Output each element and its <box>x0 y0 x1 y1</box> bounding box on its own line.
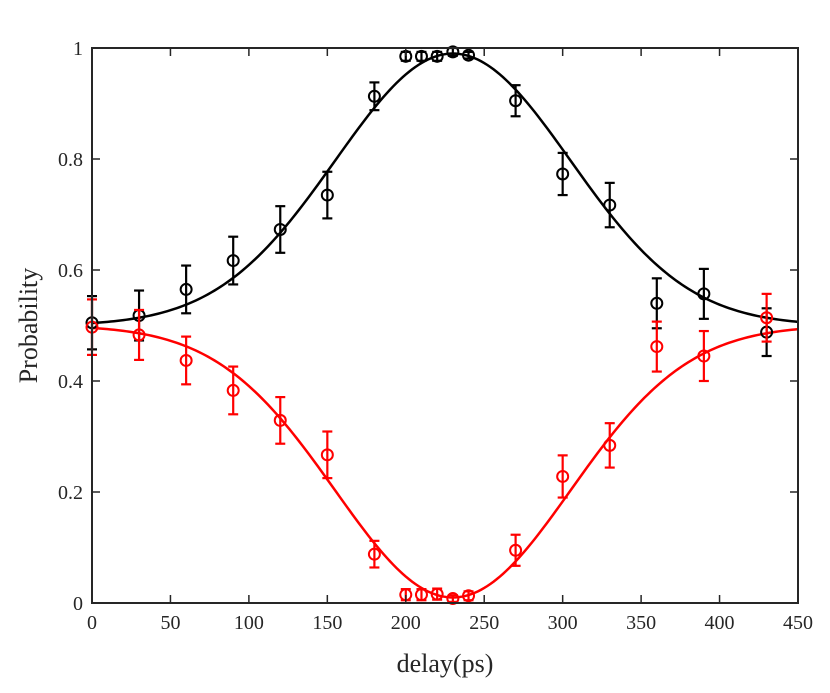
y-tick-label: 0.4 <box>58 371 83 393</box>
red-data-point <box>273 395 287 445</box>
marker <box>430 587 444 601</box>
marker <box>367 89 381 103</box>
y-tick-label: 0.2 <box>58 482 83 504</box>
y-tick-label: 0.6 <box>58 260 83 282</box>
marker <box>226 383 240 397</box>
x-tick-label: 50 <box>160 612 180 634</box>
black-data-point <box>414 49 428 63</box>
black-data-point <box>430 49 444 63</box>
plot-frame <box>91 47 799 604</box>
red-data-point <box>556 454 570 499</box>
red-data-point <box>414 588 428 602</box>
y-axis-label: Probability <box>14 268 43 384</box>
x-tick-label: 100 <box>234 612 264 634</box>
red-data-point <box>509 533 523 567</box>
red-data-point <box>462 589 476 603</box>
y-tick-label: 0.8 <box>58 149 83 171</box>
marker <box>556 469 570 483</box>
black-data-point <box>650 277 664 330</box>
marker <box>430 49 444 63</box>
x-tick-label: 300 <box>548 612 578 634</box>
x-tick-label: 0 <box>87 612 97 634</box>
red-data-point <box>320 430 334 480</box>
red-data-point <box>226 365 240 416</box>
marker <box>273 222 287 236</box>
marker <box>179 282 193 296</box>
marker <box>132 328 146 342</box>
marker <box>650 340 664 354</box>
black-data-point <box>556 151 570 197</box>
marker <box>697 287 711 301</box>
marker <box>414 588 428 602</box>
marker <box>650 296 664 310</box>
y-tick-label: 1 <box>73 38 83 60</box>
red-data-point <box>367 539 381 569</box>
black-data-point <box>226 235 240 286</box>
x-tick-label: 400 <box>705 612 735 634</box>
marker <box>556 167 570 181</box>
black-data-point <box>462 48 476 62</box>
marker <box>446 45 460 59</box>
marker <box>367 547 381 561</box>
red-data-point <box>446 592 460 606</box>
marker <box>179 353 193 367</box>
marker <box>603 438 617 452</box>
black-data-point <box>273 205 287 254</box>
red-data-point <box>430 587 444 601</box>
marker <box>414 49 428 63</box>
red-data-point <box>650 320 664 373</box>
marker <box>760 311 774 325</box>
marker <box>603 198 617 212</box>
x-axis-label: delay(ps) <box>397 649 494 678</box>
red-fit-curve <box>91 326 799 599</box>
black-data-point <box>320 170 334 220</box>
black-data-point <box>509 84 523 118</box>
red-data-point <box>603 422 617 469</box>
black-data-point <box>179 264 193 315</box>
marker <box>462 48 476 62</box>
marker <box>462 589 476 603</box>
red-data-point <box>697 329 711 383</box>
black-data-point <box>603 181 617 229</box>
marker <box>509 543 523 557</box>
x-tick-label: 450 <box>783 612 813 634</box>
y-tick-label: 0 <box>73 593 83 615</box>
marker <box>226 254 240 268</box>
x-tick-label: 200 <box>391 612 421 634</box>
x-tick-label: 150 <box>312 612 342 634</box>
marker <box>273 413 287 427</box>
black-data-point <box>367 81 381 112</box>
marker <box>320 188 334 202</box>
x-tick-label: 350 <box>626 612 656 634</box>
marker <box>509 94 523 108</box>
marker <box>446 592 460 606</box>
x-tick-label: 250 <box>469 612 499 634</box>
red-data-point <box>760 292 774 343</box>
marker <box>697 349 711 363</box>
black-fit-curve <box>91 52 799 325</box>
black-data-point <box>697 267 711 320</box>
red-data-point <box>132 308 146 362</box>
red-data-point <box>179 335 193 386</box>
marker <box>320 448 334 462</box>
